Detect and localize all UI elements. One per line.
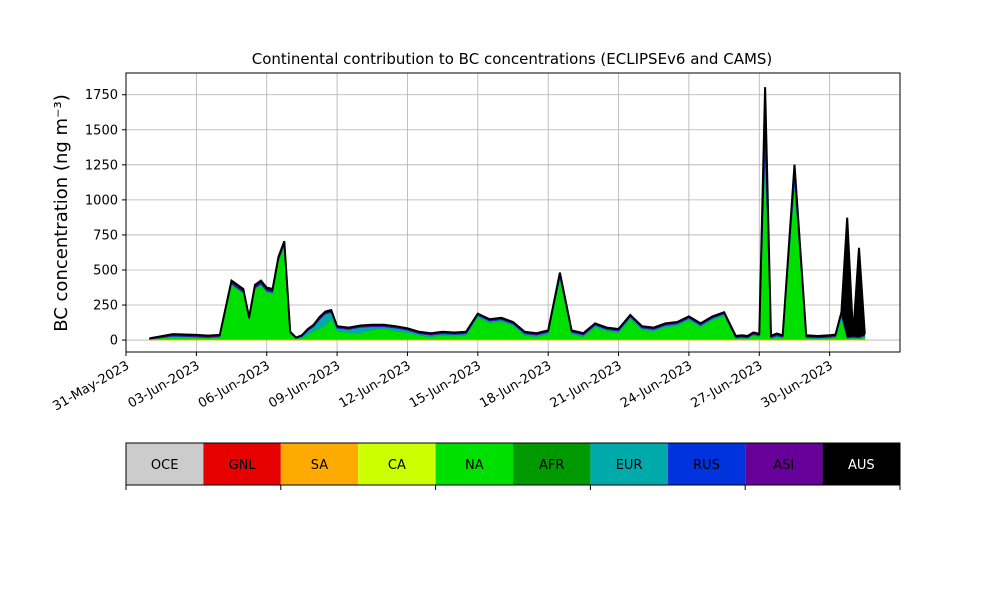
legend-label-oce: OCE [151, 458, 179, 473]
legend-swatch-rus [667, 443, 746, 485]
y-tick-label: 500 [93, 263, 118, 278]
y-tick-label: 250 [93, 299, 118, 314]
x-tick-label: 15-Jun-2023 [407, 358, 484, 411]
legend-label-na: NA [465, 458, 484, 473]
legend-label-afr: AFR [539, 458, 564, 473]
x-tick-label: 24-Jun-2023 [618, 358, 695, 411]
y-tick-label: 1000 [85, 193, 118, 208]
legend-swatch-asi [745, 443, 823, 485]
legend-label-asi: ASI [773, 458, 794, 473]
x-tick-label: 27-Jun-2023 [688, 358, 765, 411]
legend-frame [125, 442, 901, 486]
y-tick-label: 0 [110, 334, 118, 349]
legend-label-sa: SA [311, 458, 328, 473]
legend-swatch-oce [126, 443, 204, 485]
legend: OCE GNL SA CA NA AFR EUR RUS ASI AUS [125, 442, 901, 490]
total-outline [149, 87, 866, 340]
x-tick-label: 30-Jun-2023 [759, 358, 836, 411]
legend-swatch-na [435, 443, 513, 485]
series-area-na [149, 157, 866, 340]
legend-swatch-ca [358, 443, 436, 485]
x-tick-label: 03-Jun-2023 [126, 358, 203, 411]
x-tick-label: 18-Jun-2023 [477, 358, 554, 411]
y-tick-label: 1250 [85, 158, 118, 173]
y-tick-label: 1750 [85, 88, 118, 103]
legend-swatch-eur [590, 443, 668, 485]
chart-title: Continental contribution to BC concentra… [252, 50, 773, 68]
x-axis: 31-May-202303-Jun-202306-Jun-202309-Jun-… [50, 352, 836, 414]
legend-swatch-gnl [203, 443, 281, 485]
legend-swatch-sa [280, 443, 359, 485]
x-tick-label: 09-Jun-2023 [266, 358, 343, 411]
y-tick-label: 750 [93, 228, 118, 243]
y-axis-label: BC concentration (ng m⁻³) [51, 94, 72, 332]
plot-area [125, 72, 901, 353]
y-axis: 0 250 500 750 1000 1250 1500 1750 [85, 88, 126, 349]
y-tick-label: 1500 [85, 123, 118, 138]
legend-swatch-afr [513, 443, 591, 485]
x-tick-label: 21-Jun-2023 [548, 358, 625, 411]
plot-frame [125, 72, 901, 353]
legend-label-eur: EUR [616, 458, 643, 473]
legend-label-aus: AUS [848, 458, 875, 473]
legend-label-ca: CA [388, 458, 406, 473]
x-tick-label: 31-May-2023 [50, 358, 132, 414]
legend-swatch-aus [822, 443, 900, 485]
x-tick-label: 12-Jun-2023 [337, 358, 414, 411]
x-tick-label: 06-Jun-2023 [196, 358, 273, 411]
legend-label-rus: RUS [693, 458, 720, 473]
legend-label-gnl: GNL [229, 458, 257, 473]
